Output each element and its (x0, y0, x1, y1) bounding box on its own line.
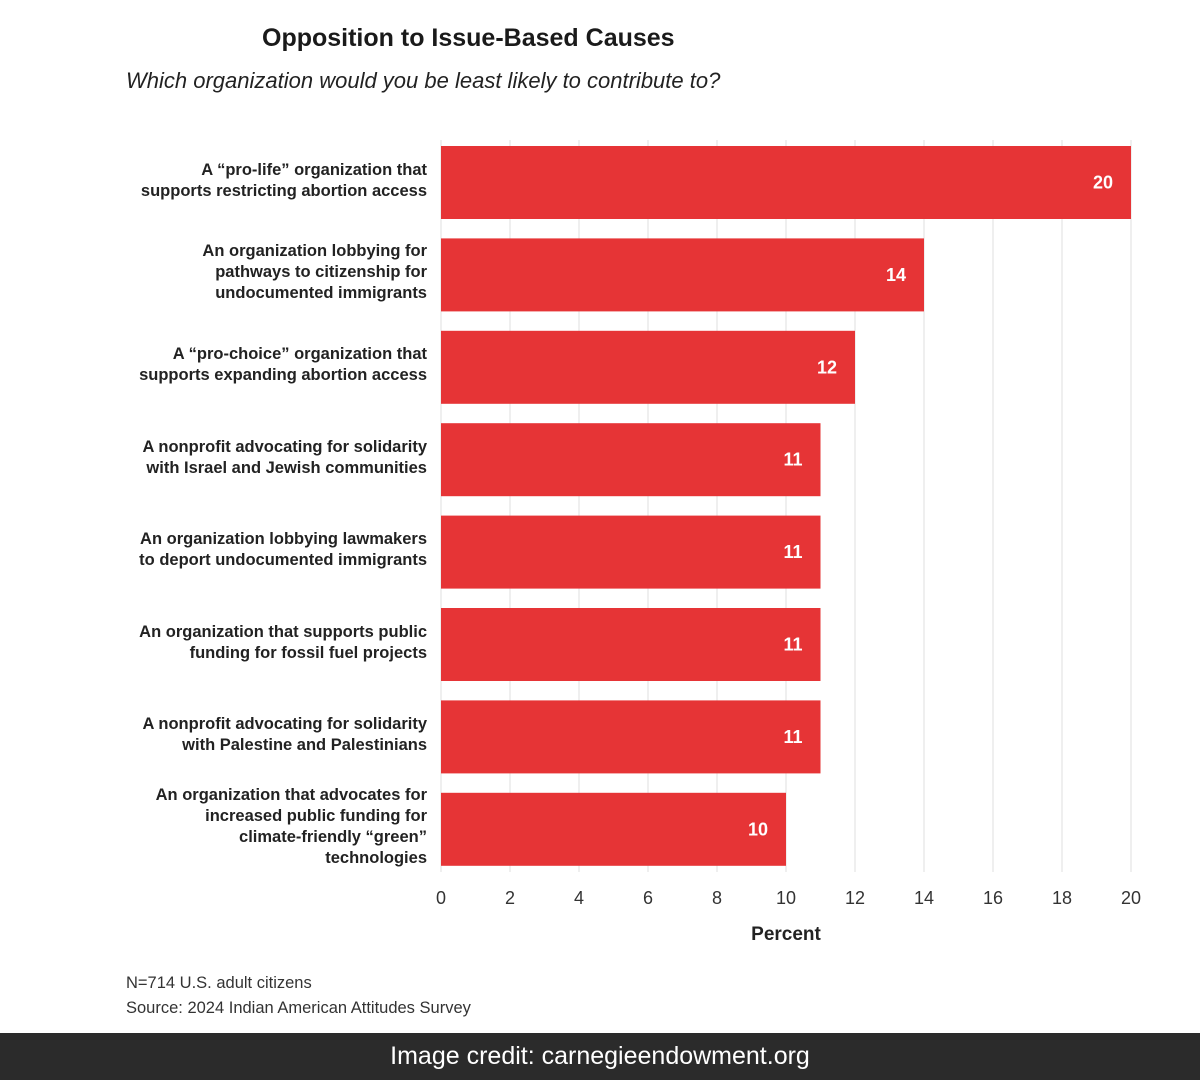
category-label: An organization lobbying for pathways to… (202, 242, 427, 303)
bar-value-label: 14 (886, 265, 906, 285)
x-tick-label: 4 (574, 888, 584, 908)
x-tick-label: 16 (983, 888, 1003, 908)
x-tick-label: 6 (643, 888, 653, 908)
chart-title: Opposition to Issue-Based Causes (262, 24, 675, 52)
category-label: An organization that advocates for incre… (155, 786, 427, 868)
bar (441, 146, 1131, 219)
category-label: A “pro-choice” organization that support… (139, 345, 427, 385)
bar-value-label: 11 (783, 450, 802, 470)
bar-value-label: 20 (1093, 173, 1113, 193)
category-label: A nonprofit advocating for solidarity wi… (142, 437, 427, 477)
bar (441, 423, 821, 497)
sample-note: N=714 U.S. adult citizens (126, 974, 312, 992)
bar-value-label: 11 (783, 635, 802, 655)
bar (441, 608, 821, 681)
bar-value-label: 10 (748, 819, 768, 839)
x-tick-label: 2 (505, 888, 515, 908)
bar-value-label: 11 (783, 727, 802, 747)
category-label: An organization that supports public fun… (139, 622, 427, 662)
x-tick-label: 20 (1121, 888, 1141, 908)
bar-chart: 0 2 4 6 8 10 12 14 16 18 20 20 14 12 11 11 11 11 10 (436, 140, 1141, 908)
x-tick-label: 12 (845, 888, 865, 908)
bar-value-label: 11 (783, 542, 802, 562)
x-tick-label: 8 (712, 888, 722, 908)
image-credit-bar: Image credit: carnegieendowment.org (0, 1033, 1200, 1080)
x-tick-label: 10 (776, 888, 796, 908)
chart-subtitle: Which organization would you be least li… (126, 68, 721, 93)
x-tick-label: 18 (1052, 888, 1072, 908)
bar (441, 700, 821, 774)
bar (441, 792, 786, 866)
bar-value-label: 12 (817, 357, 837, 377)
category-label: An organization lobbying lawmakers to de… (139, 530, 427, 570)
category-label: A “pro-life” organization that supports … (140, 160, 427, 200)
bar (441, 238, 924, 312)
bar (441, 515, 821, 589)
x-tick-label: 0 (436, 888, 446, 908)
category-label: A nonprofit advocating for solidarity wi… (142, 714, 427, 754)
x-axis-label: Percent (751, 924, 821, 945)
source-note: Source: 2024 Indian American Attitudes S… (126, 999, 471, 1017)
x-tick-label: 14 (914, 888, 934, 908)
bar (441, 330, 855, 404)
